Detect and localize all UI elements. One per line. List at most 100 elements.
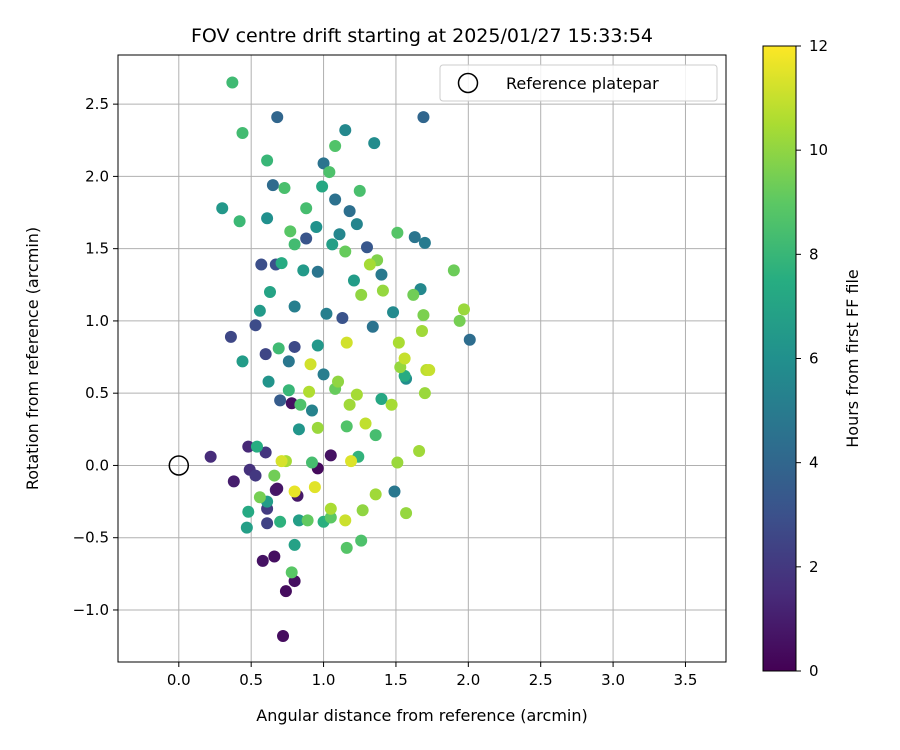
data-point	[408, 231, 421, 244]
data-point	[242, 505, 255, 518]
legend-entry-label: Reference platepar	[506, 74, 659, 93]
data-point	[271, 482, 284, 495]
data-point	[303, 385, 316, 398]
data-point	[216, 202, 229, 215]
legend-marker-icon	[457, 72, 479, 94]
data-point	[292, 423, 305, 436]
data-point	[343, 205, 356, 218]
data-point	[294, 398, 307, 411]
data-point	[391, 226, 404, 239]
colorbar-label: Hours from first FF file	[843, 269, 862, 448]
colorbar-ticks: 0 2 4 6 8 10 12	[796, 37, 828, 680]
data-point	[274, 394, 287, 407]
data-point	[336, 312, 349, 325]
data-point	[271, 111, 284, 124]
data-point	[249, 469, 262, 482]
data-point	[282, 384, 295, 397]
y-tick-label: 0.5	[85, 384, 109, 402]
data-point	[310, 220, 323, 233]
data-point	[363, 258, 376, 271]
data-point	[340, 420, 353, 433]
data-point	[278, 181, 291, 194]
data-point	[262, 375, 275, 388]
data-point	[418, 236, 431, 249]
data-point	[359, 417, 372, 430]
data-point	[268, 469, 281, 482]
data-point	[333, 228, 346, 241]
data-point	[264, 286, 276, 299]
data-point	[236, 355, 249, 368]
data-point	[285, 566, 298, 579]
data-point	[277, 629, 290, 642]
data-point	[224, 330, 237, 343]
data-point	[249, 319, 262, 332]
data-point	[297, 264, 310, 277]
legend-box	[439, 64, 718, 102]
data-point	[242, 440, 255, 453]
data-point	[417, 309, 430, 322]
y-tick-label: −0.5	[73, 529, 109, 547]
data-point	[288, 538, 301, 551]
x-axis-label: Angular distance from reference (arcmin)	[256, 706, 587, 725]
data-point	[355, 288, 368, 301]
data-point	[453, 314, 466, 327]
data-point	[391, 456, 404, 469]
data-point	[332, 375, 345, 388]
data-point	[275, 257, 288, 270]
data-point	[417, 111, 430, 124]
data-point	[305, 456, 318, 469]
data-point	[227, 475, 240, 488]
x-tick-label: 0.5	[239, 671, 263, 689]
data-point	[339, 245, 352, 258]
data-point	[355, 534, 368, 547]
data-point	[259, 446, 272, 459]
colorbar-tick-label: 4	[809, 454, 819, 472]
data-point	[398, 352, 411, 365]
data-point	[274, 515, 287, 528]
y-axis-label: Rotation from reference (arcmin)	[23, 227, 42, 490]
data-point	[304, 358, 317, 371]
data-point	[326, 238, 339, 251]
data-point	[350, 388, 363, 401]
y-tick-label: 2.0	[85, 167, 109, 185]
data-point	[407, 288, 420, 301]
plot-frame	[117, 54, 727, 663]
data-point	[368, 137, 381, 150]
y-tick-label: 2.5	[85, 95, 109, 113]
data-point	[288, 340, 301, 353]
axis-ticks: 0.0 0.5 1.0 1.5 2.0 2.5 3.0 3.5 −1.0 −0.5 0.0 0.5 1.…	[73, 95, 698, 689]
legend: Reference platepar	[439, 64, 718, 102]
data-point	[311, 265, 324, 278]
grid	[118, 55, 726, 662]
data-point	[375, 392, 388, 405]
y-tick-label: 1.0	[85, 312, 109, 330]
data-point	[345, 455, 358, 468]
data-point	[305, 404, 318, 417]
data-point	[261, 154, 274, 167]
data-point	[253, 304, 266, 317]
colorbar-tick-label: 8	[809, 245, 819, 263]
data-point	[323, 166, 336, 179]
data-point	[360, 241, 373, 254]
data-point	[339, 514, 352, 527]
colorbar-tick-label: 2	[809, 558, 819, 576]
data-point	[308, 481, 321, 494]
colorbar-tick-label: 6	[809, 350, 819, 368]
data-point	[413, 444, 426, 457]
data-point	[463, 333, 476, 346]
data-point	[288, 238, 301, 251]
x-tick-label: 3.0	[601, 671, 625, 689]
data-point	[317, 157, 330, 170]
data-point	[350, 218, 363, 231]
data-point	[266, 179, 279, 192]
x-tick-label: 0.0	[167, 671, 191, 689]
data-point	[418, 387, 431, 400]
data-point	[284, 225, 297, 238]
colorbar-tick-label: 0	[809, 662, 819, 680]
colorbar-tick-label: 12	[809, 37, 828, 55]
data-point	[236, 127, 249, 140]
data-point	[253, 491, 266, 504]
data-point	[340, 541, 353, 554]
data-point	[347, 274, 360, 287]
